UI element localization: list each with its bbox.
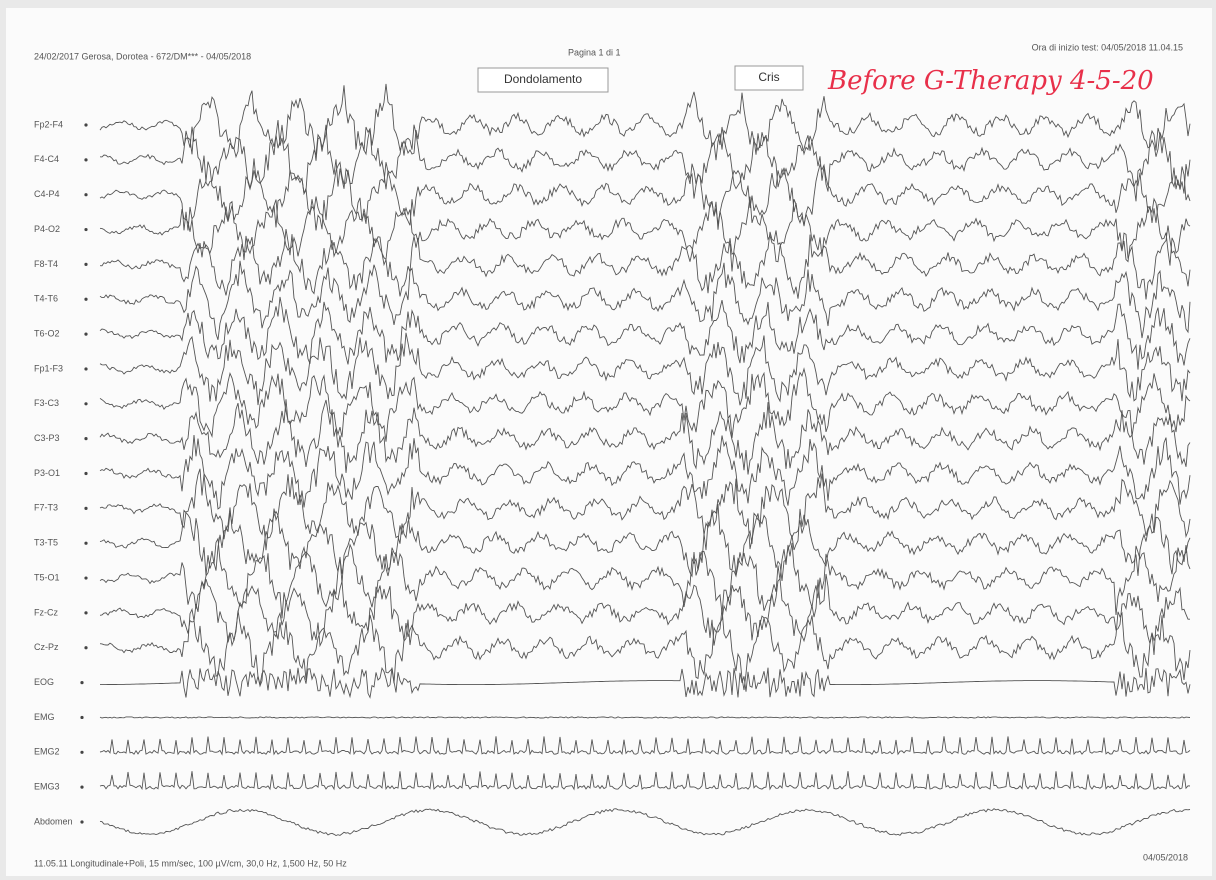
channel-label: F3-C3: [34, 398, 59, 408]
eeg-trace: [99, 434, 1191, 510]
channel-dot: [84, 158, 88, 162]
channel-label: P3-O1: [34, 468, 60, 478]
channel-dot: [80, 750, 84, 754]
annotation-box: [477, 67, 609, 93]
channel-label: T6-O2: [34, 328, 60, 338]
channel-dot: [84, 576, 88, 580]
channel-label: EMG: [34, 712, 55, 722]
eeg-trace: [100, 666, 1191, 699]
eeg-trace: [99, 468, 1191, 551]
channel-dot: [84, 297, 88, 301]
channel-dot: [84, 541, 88, 545]
footer-settings: 11.05.11 Longitudinale+Poli, 15 mm/sec, …: [34, 858, 347, 868]
channel-dot: [84, 402, 88, 406]
channel-label: T3-T5: [34, 538, 58, 548]
channel-dot: [84, 367, 88, 371]
channel-dot: [80, 715, 84, 720]
eeg-trace: [99, 736, 1191, 756]
eeg-trace: [99, 296, 1191, 370]
annotation: Dondolamento: [504, 72, 582, 86]
eeg-trace: [99, 716, 1191, 719]
channel-label: F4-C4: [34, 154, 59, 164]
channel-label: Fp1-F3: [34, 363, 63, 373]
channel-label: EMG3: [34, 782, 60, 792]
eeg-trace: [99, 83, 1191, 161]
channel-dot: [84, 506, 88, 510]
channel-dot: [84, 437, 88, 441]
channel-dot: [84, 227, 88, 232]
eeg-trace: [99, 771, 1191, 791]
channel-dot: [84, 332, 88, 336]
header-page: Pagina 1 di 1: [568, 47, 621, 57]
eeg-trace: [99, 607, 1191, 691]
channel-label: F7-T3: [34, 503, 58, 513]
eeg-trace: [99, 399, 1191, 475]
channel-label: C3-P3: [34, 433, 60, 443]
channel-label: Fz-Cz: [34, 607, 58, 617]
channel-label: EMG2: [34, 747, 60, 757]
channel-dot: [84, 193, 88, 197]
eeg-trace: [99, 260, 1191, 340]
channel-label: Fp2-F4: [34, 119, 63, 129]
channel-dot: [80, 785, 84, 789]
channel-dot: [84, 123, 88, 127]
header-start-time: Ora di inizio test: 04/05/2018 11.04.15: [1032, 42, 1183, 52]
channel-dot: [80, 820, 84, 824]
annotation: Cris: [758, 70, 779, 84]
channel-label: T4-T6: [34, 294, 58, 304]
eeg-trace: [99, 332, 1191, 406]
eeg-trace: [99, 808, 1191, 837]
eeg-trace: [99, 225, 1191, 300]
eeg-trace: [99, 503, 1191, 584]
channel-label: EOG: [34, 677, 54, 687]
paper: [6, 8, 1212, 876]
channel-label: P4-O2: [34, 224, 60, 234]
eeg-trace: [99, 119, 1191, 202]
annotation-box: [734, 65, 804, 91]
eeg-trace: [99, 196, 1191, 272]
channel-label: Abdomen: [34, 816, 73, 826]
channel-label: Cz-Pz: [34, 642, 59, 652]
channel-dot: [84, 646, 88, 650]
eeg-trace: [99, 537, 1191, 619]
header-patient: 24/02/2017 Gerosa, Dorotea - 672/DM*** -…: [34, 51, 251, 61]
channel-dot: [84, 611, 88, 615]
channel-dot: [80, 681, 84, 685]
channel-label: C4-P4: [34, 189, 60, 199]
channel-dot: [84, 262, 88, 266]
footer-date: 04/05/2018: [1143, 852, 1188, 862]
eeg-trace: [99, 367, 1191, 442]
handwritten-note: Before G-Therapy 4-5-20: [827, 66, 1154, 96]
channel-dot: [84, 471, 88, 476]
eeg-trace: [99, 573, 1190, 655]
channel-label: T5-O1: [34, 572, 60, 582]
channel-label: F8-T4: [34, 259, 58, 269]
eeg-trace: [99, 158, 1191, 231]
